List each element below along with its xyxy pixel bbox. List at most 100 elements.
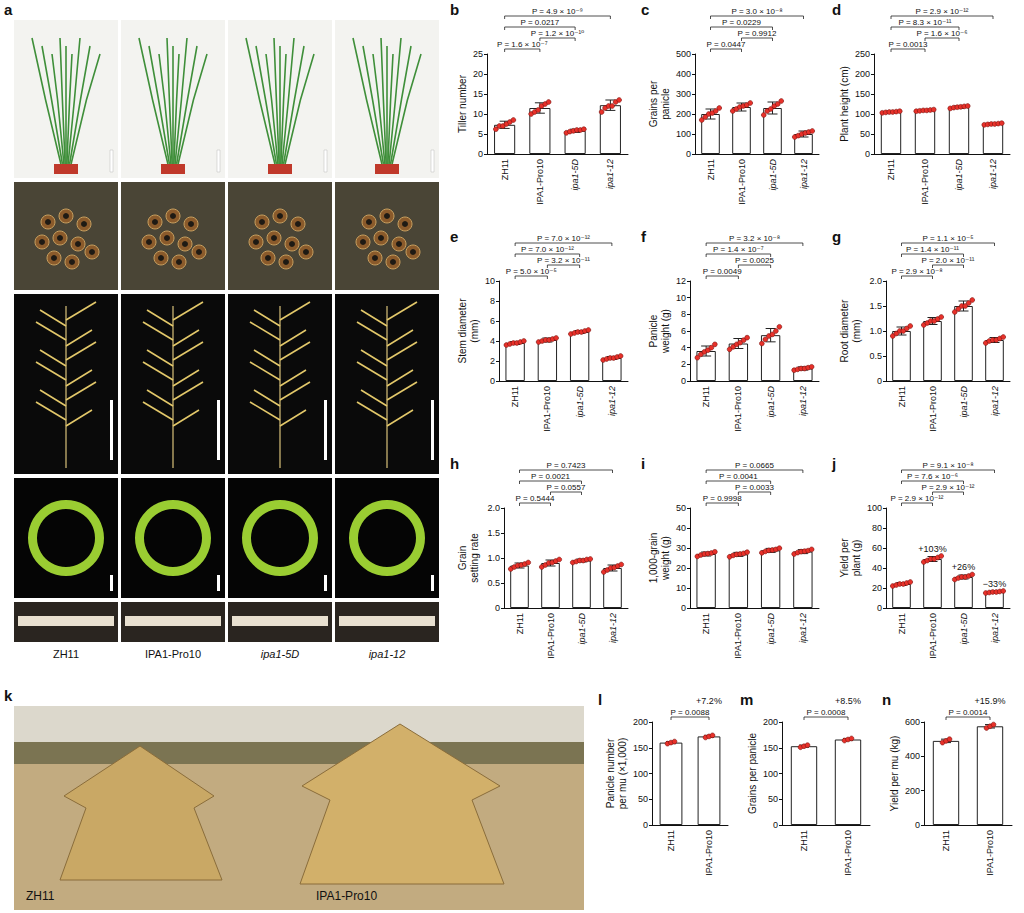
svg-text:P = 2.9 × 10⁻⁸: P = 2.9 × 10⁻⁸ — [891, 267, 942, 276]
svg-text:c: c — [641, 1, 649, 18]
svg-text:P = 0.0021: P = 0.0021 — [531, 472, 570, 481]
svg-text:d: d — [832, 1, 841, 18]
svg-text:ZH11: ZH11 — [53, 648, 79, 660]
svg-text:10: 10 — [676, 583, 686, 593]
svg-text:k: k — [4, 687, 13, 704]
svg-text:IPA1-Pro10: IPA1-Pro10 — [928, 613, 938, 659]
svg-text:4: 4 — [490, 336, 495, 346]
svg-text:8: 8 — [490, 296, 495, 306]
svg-text:100: 100 — [633, 769, 648, 779]
svg-text:10: 10 — [676, 293, 686, 303]
svg-text:0.5: 0.5 — [869, 351, 882, 361]
svg-text:P = 5.0 × 10⁻⁵: P = 5.0 × 10⁻⁵ — [506, 267, 557, 276]
svg-text:2: 2 — [681, 359, 686, 369]
svg-text:weight (g): weight (g) — [660, 309, 671, 354]
svg-text:ZH11: ZH11 — [897, 386, 907, 407]
svg-text:P = 1.4 × 10⁻¹¹: P = 1.4 × 10⁻¹¹ — [906, 245, 959, 254]
svg-text:25: 25 — [473, 49, 483, 59]
svg-text:300: 300 — [676, 89, 691, 99]
svg-text:ZH11: ZH11 — [701, 613, 711, 634]
svg-text:P = 3.2 × 10⁻¹¹: P = 3.2 × 10⁻¹¹ — [537, 256, 590, 265]
svg-text:P = 0.0033: P = 0.0033 — [735, 483, 774, 492]
svg-text:ZH11: ZH11 — [500, 159, 510, 180]
svg-text:Panicle number: Panicle number — [605, 738, 616, 808]
svg-text:0: 0 — [681, 376, 686, 386]
svg-text:Grains per: Grains per — [648, 80, 659, 127]
svg-text:P = 2.0 × 10⁻¹¹: P = 2.0 × 10⁻¹¹ — [922, 256, 975, 265]
svg-text:20: 20 — [872, 583, 882, 593]
svg-text:P = 1.1 × 10⁻⁵: P = 1.1 × 10⁻⁵ — [923, 234, 974, 243]
svg-text:P = 1.6 × 10⁻⁶: P = 1.6 × 10⁻⁶ — [917, 29, 968, 38]
svg-text:2.0: 2.0 — [487, 503, 500, 513]
svg-text:ipa1-12: ipa1-12 — [607, 386, 617, 416]
svg-text:f: f — [641, 228, 647, 245]
svg-text:b: b — [450, 1, 459, 18]
svg-text:10: 10 — [485, 276, 495, 286]
svg-text:ZH11: ZH11 — [515, 613, 525, 634]
svg-text:50: 50 — [860, 129, 870, 139]
svg-text:P = 0.0049: P = 0.0049 — [703, 267, 742, 276]
svg-text:ipa1-5D: ipa1-5D — [570, 159, 580, 191]
svg-text:P = 0.9998: P = 0.9998 — [703, 494, 742, 503]
svg-text:l: l — [598, 691, 602, 708]
svg-text:40: 40 — [676, 523, 686, 533]
svg-text:4: 4 — [681, 343, 686, 353]
svg-text:ZH11: ZH11 — [26, 889, 55, 903]
svg-text:n: n — [882, 691, 891, 708]
svg-text:ipa1-12: ipa1-12 — [988, 159, 998, 189]
svg-text:50: 50 — [768, 794, 778, 804]
svg-text:ipa1-5D: ipa1-5D — [766, 386, 776, 418]
svg-text:IPA1-Pro10: IPA1-Pro10 — [704, 830, 714, 876]
svg-text:P = 0.0447: P = 0.0447 — [707, 40, 746, 49]
svg-text:IPA1-Pro10: IPA1-Pro10 — [535, 159, 545, 205]
svg-text:200: 200 — [763, 717, 778, 727]
svg-text:P = 0.0025: P = 0.0025 — [735, 256, 774, 265]
svg-text:Plant height (cm): Plant height (cm) — [839, 66, 850, 142]
svg-text:ZH11: ZH11 — [510, 386, 520, 407]
svg-text:ZH11: ZH11 — [666, 830, 676, 851]
svg-text:per mu (×1,000): per mu (×1,000) — [617, 738, 628, 809]
svg-text:j: j — [831, 455, 836, 472]
svg-text:P = 0.0014: P = 0.0014 — [949, 708, 988, 717]
svg-text:250: 250 — [855, 49, 870, 59]
svg-text:P = 2.9 × 10⁻¹²: P = 2.9 × 10⁻¹² — [922, 483, 975, 492]
svg-text:IPA1-Pro10: IPA1-Pro10 — [542, 386, 552, 432]
svg-text:P = 1.4 × 10⁻⁷: P = 1.4 × 10⁻⁷ — [713, 245, 764, 254]
svg-text:IPA1-Pro10: IPA1-Pro10 — [733, 386, 743, 432]
svg-text:ZH11: ZH11 — [799, 830, 809, 851]
svg-text:ZH11: ZH11 — [701, 386, 711, 407]
svg-text:Grain: Grain — [457, 546, 468, 570]
svg-text:ipa1-12: ipa1-12 — [799, 159, 809, 189]
svg-text:a: a — [4, 1, 13, 18]
svg-text:20: 20 — [676, 563, 686, 573]
svg-text:P = 4.9 × 10⁻⁹: P = 4.9 × 10⁻⁹ — [532, 7, 583, 16]
svg-text:P = 0.0008: P = 0.0008 — [807, 708, 846, 717]
svg-text:100: 100 — [867, 503, 882, 513]
svg-text:10: 10 — [473, 109, 483, 119]
svg-text:P = 0.0088: P = 0.0088 — [671, 708, 710, 717]
svg-text:0: 0 — [490, 376, 495, 386]
svg-text:0.5: 0.5 — [487, 578, 500, 588]
svg-text:+7.2%: +7.2% — [696, 696, 722, 706]
svg-text:150: 150 — [633, 743, 648, 753]
svg-text:P = 7.6 × 10⁻⁶: P = 7.6 × 10⁻⁶ — [907, 472, 958, 481]
svg-text:m: m — [740, 691, 753, 708]
svg-text:(mm): (mm) — [469, 319, 480, 342]
svg-text:200: 200 — [855, 69, 870, 79]
svg-text:Panicle: Panicle — [648, 314, 659, 347]
svg-text:ZH11: ZH11 — [886, 159, 896, 180]
svg-text:ipa1-5D: ipa1-5D — [959, 386, 969, 418]
svg-text:P = 1.2 × 10⁻¹⁰: P = 1.2 × 10⁻¹⁰ — [531, 29, 585, 38]
svg-text:0: 0 — [681, 603, 686, 613]
svg-text:plant (g): plant (g) — [851, 540, 862, 577]
svg-text:IPA1-Pro10: IPA1-Pro10 — [843, 830, 853, 876]
svg-text:0: 0 — [478, 149, 483, 159]
svg-text:ipa1-12: ipa1-12 — [990, 386, 1000, 416]
svg-text:P = 0.0665: P = 0.0665 — [735, 461, 774, 470]
svg-text:ipa1-12: ipa1-12 — [798, 386, 808, 416]
svg-text:1.0: 1.0 — [869, 326, 882, 336]
svg-text:5: 5 — [478, 129, 483, 139]
svg-text:+103%: +103% — [918, 544, 946, 554]
svg-text:2.0: 2.0 — [869, 276, 882, 286]
svg-text:Tiller number: Tiller number — [457, 74, 468, 133]
